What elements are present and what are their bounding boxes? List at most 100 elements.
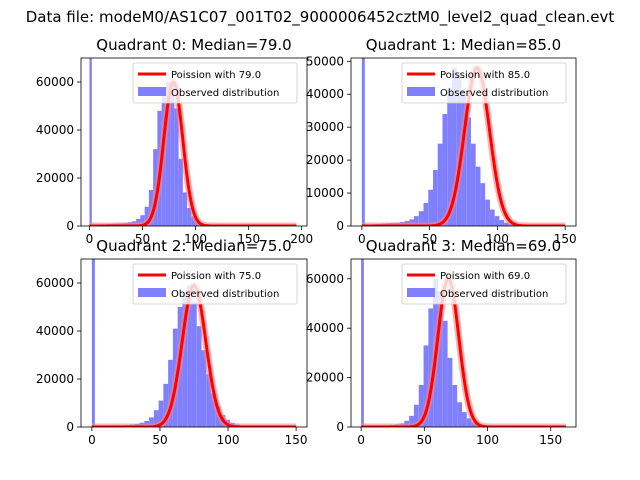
histogram-bar [409, 415, 414, 427]
histogram-bar [442, 114, 448, 226]
histogram-bar [437, 143, 443, 226]
x-tick-label: 200 [290, 232, 313, 246]
histogram-bar [418, 385, 424, 427]
histogram-bar [433, 170, 438, 226]
y-tick-label: 0 [336, 420, 344, 434]
histogram-bar [466, 117, 471, 226]
legend-bar-swatch [407, 87, 435, 96]
histogram-bar [211, 393, 216, 427]
histogram-bar [206, 374, 212, 427]
histogram-bar [187, 208, 192, 226]
y-tick-label: 20000 [36, 171, 74, 185]
x-tick-label: 100 [184, 232, 207, 246]
y-tick-label: 0 [66, 420, 74, 434]
y-tick-label: 10000 [306, 186, 344, 200]
histogram-bar [153, 410, 159, 427]
axes-frame [350, 57, 577, 227]
x-tick-label: 50 [422, 232, 437, 246]
histogram-bar [187, 285, 192, 427]
histogram-bar [423, 202, 429, 226]
legend-bar-swatch [407, 288, 435, 297]
legend-line-label: Poission with 85.0 [440, 70, 530, 81]
histogram-bar [413, 404, 419, 427]
legend-box [401, 62, 567, 104]
histogram-bar [418, 211, 424, 226]
legend-box [401, 263, 567, 305]
legend-bar-label: Observed distribution [171, 289, 279, 300]
x-tick-label: 0 [358, 232, 366, 246]
histogram-bar [182, 192, 188, 226]
histogram-bar [165, 82, 171, 226]
x-tick-label: 100 [486, 232, 509, 246]
y-tick-label: 40000 [36, 324, 74, 338]
plot-area [361, 259, 568, 427]
x-tick-label: 100 [217, 433, 240, 447]
histogram-bar [470, 143, 476, 226]
histogram-bar [428, 189, 434, 226]
subplot-title: Quadrant 2: Median=75.0 [96, 237, 291, 255]
subplot-title: Quadrant 3: Median=69.0 [366, 237, 561, 255]
plot-area [89, 58, 298, 226]
subplot-title: Quadrant 1: Median=85.0 [366, 36, 561, 54]
histogram-bar [437, 291, 443, 427]
histogram-bar [475, 166, 481, 226]
histogram-bar [485, 199, 490, 226]
poisson-fit-line [361, 277, 566, 427]
histogram-spike-bar [361, 259, 364, 427]
histogram-bar [140, 215, 145, 226]
x-tick-label: 150 [554, 232, 577, 246]
histogram-bar [191, 216, 196, 226]
y-tick-label: 30000 [306, 120, 344, 134]
legend-bar-label: Observed distribution [440, 88, 548, 99]
legend-box [132, 62, 298, 104]
y-tick-label: 40000 [36, 123, 74, 137]
axes-frame [80, 258, 308, 428]
y-tick-label: 60000 [36, 75, 74, 89]
histogram-bar [170, 84, 175, 226]
histogram-bar [178, 158, 183, 226]
figure-title: Data file: modeM0/AS1C07_001T02_90000064… [26, 8, 615, 27]
legend: Poission with 79.0 Observed distribution [132, 62, 298, 104]
subplot-quadrant-0: 0 50 100 150 200 0 20000 40000 60000 Quadrant 0: … [36, 36, 313, 246]
x-tick-label: 50 [152, 433, 167, 447]
legend-bar-label: Observed distribution [171, 88, 279, 99]
x-tick-label: 50 [135, 232, 150, 246]
histogram-bar [452, 385, 458, 427]
histogram-spike-bar [91, 259, 95, 427]
histogram-bar [423, 345, 429, 427]
axes-frame [80, 57, 308, 227]
histogram-bar [149, 417, 154, 427]
y-tick-label: 20000 [306, 153, 344, 167]
histogram-bar [447, 357, 453, 427]
subplot-quadrant-3: 0 50 100 150 0 20000 40000 60000 Quadrant 3: Med… [306, 237, 577, 447]
legend: Poission with 85.0 Observed distribution [401, 62, 567, 104]
legend: Poission with 75.0 Observed distribution [132, 263, 298, 305]
legend-box [132, 263, 298, 305]
histogram-bar [201, 350, 207, 427]
x-tick-label: 150 [285, 433, 308, 447]
histogram-bar [196, 326, 202, 427]
legend-bar-swatch [138, 288, 166, 297]
y-tick-label: 20000 [36, 372, 74, 386]
x-tick-label: 100 [476, 433, 499, 447]
x-tick-label: 150 [539, 433, 562, 447]
histogram-bar [489, 209, 495, 226]
histogram-bar [182, 292, 188, 427]
histogram-bar [158, 400, 164, 427]
histogram-bar [451, 67, 457, 226]
histogram-bar [494, 216, 500, 226]
legend-line-label: Poission with 79.0 [171, 70, 261, 81]
histogram-spike-bar [89, 58, 92, 226]
legend-line-label: Poission with 69.0 [440, 271, 530, 282]
y-tick-label: 20000 [306, 371, 344, 385]
histogram-bar [480, 183, 486, 226]
poisson-fit-line [89, 80, 297, 226]
legend-bar-swatch [138, 87, 166, 96]
histogram-bar [414, 216, 419, 226]
y-tick-label: 0 [336, 219, 344, 233]
histogram-spike-bar [361, 58, 365, 226]
x-tick-label: 50 [417, 433, 432, 447]
histogram-bar [144, 206, 149, 226]
histogram-bar [466, 418, 472, 427]
